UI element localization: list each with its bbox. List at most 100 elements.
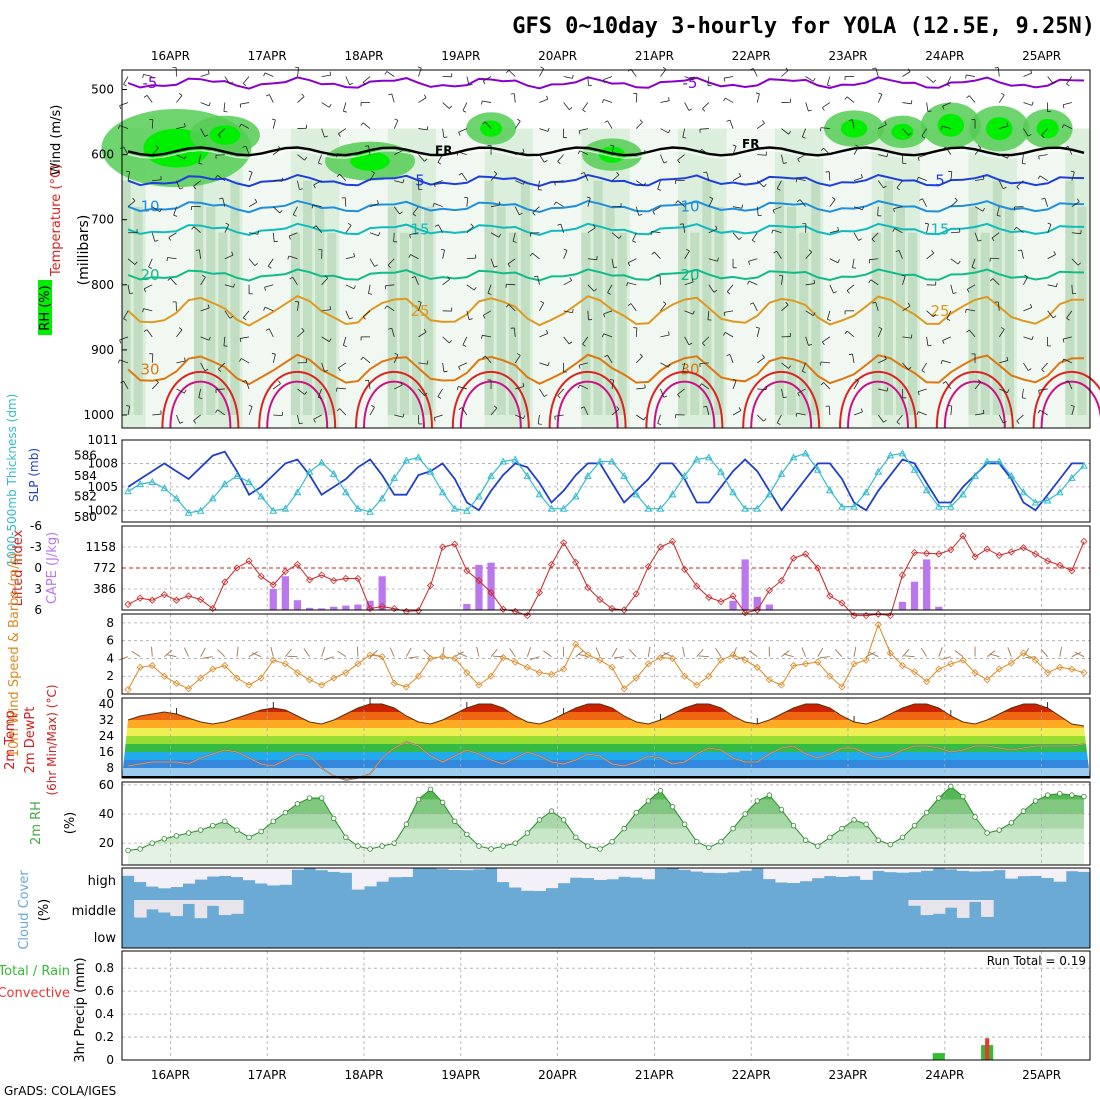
rh2m-point: [754, 798, 760, 804]
temp-tick-label: 8: [106, 761, 114, 775]
surface-wind-barb: [647, 646, 651, 657]
cape-frame: [121, 525, 1091, 611]
wind-barb-flag: [910, 334, 913, 339]
wind-barb-flag: [338, 133, 341, 137]
wind-barb: [412, 206, 419, 215]
wind-speed-point: [318, 681, 326, 689]
wind-barb-flag: [458, 132, 461, 136]
wind-barb-flag: [639, 119, 643, 123]
rh-cell: [641, 128, 655, 428]
wind-barb: [632, 232, 637, 242]
wind-barb: [797, 388, 806, 394]
wind-barb-flag: [795, 413, 798, 417]
wind-barb: [902, 305, 911, 312]
rh-cell: [883, 180, 893, 415]
wind-barb-flag: [627, 303, 632, 306]
wind-speed-point: [535, 669, 544, 677]
wind-barb: [896, 180, 903, 188]
wind-barb-flag: [433, 183, 436, 187]
lifted-index-point: [1019, 544, 1028, 552]
rh-cell: [145, 128, 159, 428]
wind-barb-flag: [493, 265, 498, 268]
wind-barb: [297, 301, 300, 311]
wind-barb: [369, 406, 375, 416]
cloud-middle-gap: [981, 900, 994, 917]
thickness-point: [450, 504, 459, 512]
precip-legend-total: Total / Rain: [0, 964, 70, 979]
wind-barb-flag: [482, 315, 486, 319]
wind-speed-point: [487, 672, 495, 680]
pressure-tick-label: 900: [91, 343, 114, 357]
thickness-point: [136, 480, 144, 488]
wind-barb: [998, 180, 1004, 189]
wind-barb-flag: [329, 71, 331, 76]
isotherm-loop: [839, 370, 917, 429]
rh2m-point: [960, 793, 966, 800]
wind-barb: [1063, 124, 1073, 129]
rh2m-point: [427, 786, 434, 792]
wind-barb: [823, 382, 831, 390]
wind-barb-flag: [191, 226, 195, 230]
wind-barb: [652, 206, 661, 212]
cloud-high-gap: [134, 868, 147, 883]
wind-barb-flag: [917, 157, 920, 161]
wind-barb-flag: [287, 255, 290, 260]
wind-barb: [926, 252, 934, 260]
wind-barb-flag: [362, 82, 366, 86]
wind-barb: [918, 411, 927, 416]
thickness-point: [559, 504, 568, 512]
lifted-index-point: [705, 593, 713, 601]
surface-wind-barb: [954, 650, 964, 658]
surface-wind-barb: [595, 647, 601, 657]
wind-barb: [828, 171, 831, 181]
cape-tick-label: 1158: [85, 540, 116, 554]
cloud-high-gap: [146, 868, 159, 887]
wind-barb: [152, 413, 162, 416]
temp-tick-label: 16: [99, 745, 114, 759]
wind-speed-point: [172, 679, 181, 687]
wind-barb: [732, 232, 740, 240]
wind-speed-point: [910, 668, 919, 676]
wind-barb-flag: [481, 335, 483, 339]
surface-wind-barb: [490, 648, 498, 657]
rh-cell: [1065, 180, 1075, 415]
wind-barb-flag: [609, 379, 614, 381]
wind-barb: [846, 330, 855, 338]
wind-barb: [627, 282, 637, 286]
wind-barb: [603, 99, 613, 103]
surface-wind-barb: [938, 647, 943, 657]
rh-cell: [242, 128, 256, 428]
rh2m-point: [125, 847, 131, 854]
lifted-index-point: [342, 574, 350, 583]
wind-barb-flag: [604, 120, 608, 123]
wind-speed-point: [1007, 659, 1015, 667]
surface-wind-barb: [1074, 651, 1085, 658]
wind-barb: [215, 388, 225, 390]
wind-barb: [483, 76, 492, 82]
wind-barb-flag: [343, 345, 347, 347]
wind-barb-flag: [1017, 249, 1022, 252]
wind-barb: [829, 199, 836, 207]
wind-barb: [702, 336, 710, 344]
cloud-high-gap: [1077, 868, 1091, 872]
wind-barb-flag: [254, 198, 258, 203]
surface-wind-barb: [509, 648, 516, 657]
wind-barb-flag: [940, 125, 943, 130]
wind-barb-flag: [437, 161, 442, 165]
thickness-point: [692, 455, 701, 463]
wind-speed-point: [898, 661, 907, 670]
wind-barb: [514, 206, 520, 215]
cloud-high-gap: [799, 868, 813, 882]
lifted-index-point: [644, 563, 652, 571]
wind-barb: [974, 381, 982, 390]
wind-barb: [1063, 102, 1072, 106]
wind-barb-flag: [378, 232, 381, 236]
thickness-point: [293, 488, 302, 496]
surface-wind-barb: [801, 647, 807, 657]
wind-barb: [345, 310, 350, 320]
lifted-index-point: [717, 598, 725, 606]
wind-barb: [945, 381, 952, 390]
wind-barb: [217, 409, 226, 416]
wind-barb: [966, 308, 976, 312]
lifted-index-point: [463, 567, 471, 575]
